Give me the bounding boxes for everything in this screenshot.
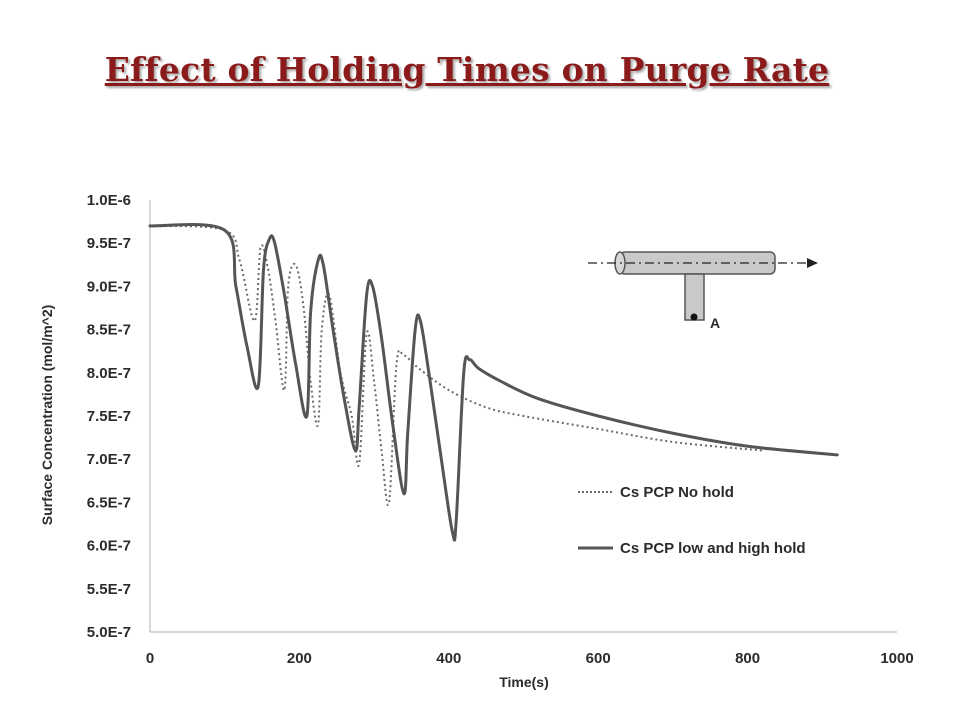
y-tick-label: 5.0E-7 <box>87 624 131 641</box>
x-tick-label: 600 <box>586 650 611 667</box>
y-tick-label: 6.0E-7 <box>87 538 131 555</box>
slide-title: Effect of Holding Times on Purge Rate <box>104 50 830 89</box>
legend-label-no-hold: Cs PCP No hold <box>620 484 734 501</box>
y-tick-label: 7.0E-7 <box>87 451 131 468</box>
t-pipe-diagram: A <box>588 251 818 331</box>
y-tick-label: 6.5E-7 <box>87 494 131 511</box>
x-tick-label: 1000 <box>880 650 913 667</box>
y-tick-label: 8.0E-7 <box>87 365 131 382</box>
chart-axes <box>149 200 897 633</box>
y-tick-label: 1.0E-6 <box>87 192 131 209</box>
series-line-low-high-hold <box>148 223 839 542</box>
dead-leg-pipe <box>684 273 705 321</box>
x-tick-label: 400 <box>436 650 461 667</box>
series-layer <box>148 223 839 542</box>
point-a-label: A <box>710 315 720 331</box>
legend-label-low-high-hold: Cs PCP low and high hold <box>620 540 806 557</box>
legend: Cs PCP No hold Cs PCP low and high hold <box>578 484 806 557</box>
y-axis-label: Surface Concentration (mol/m^2) <box>39 305 55 526</box>
x-axis-label: Time(s) <box>499 674 549 690</box>
x-tick-label: 0 <box>146 650 154 667</box>
y-tick-labels: 5.0E-7 5.5E-7 6.0E-7 6.5E-7 7.0E-7 7.5E-7 8.0E… <box>87 192 131 641</box>
x-tick-label: 200 <box>287 650 312 667</box>
y-tick-label: 8.5E-7 <box>87 322 131 339</box>
point-a-marker <box>690 313 698 321</box>
y-tick-label: 9.5E-7 <box>87 235 131 252</box>
x-tick-labels: 0 200 400 600 800 1000 <box>146 650 914 667</box>
x-tick-label: 800 <box>735 650 760 667</box>
y-tick-label: 9.0E-7 <box>87 278 131 295</box>
y-tick-label: 7.5E-7 <box>87 408 131 425</box>
flow-arrow-icon <box>807 258 818 268</box>
y-tick-label: 5.5E-7 <box>87 581 131 598</box>
